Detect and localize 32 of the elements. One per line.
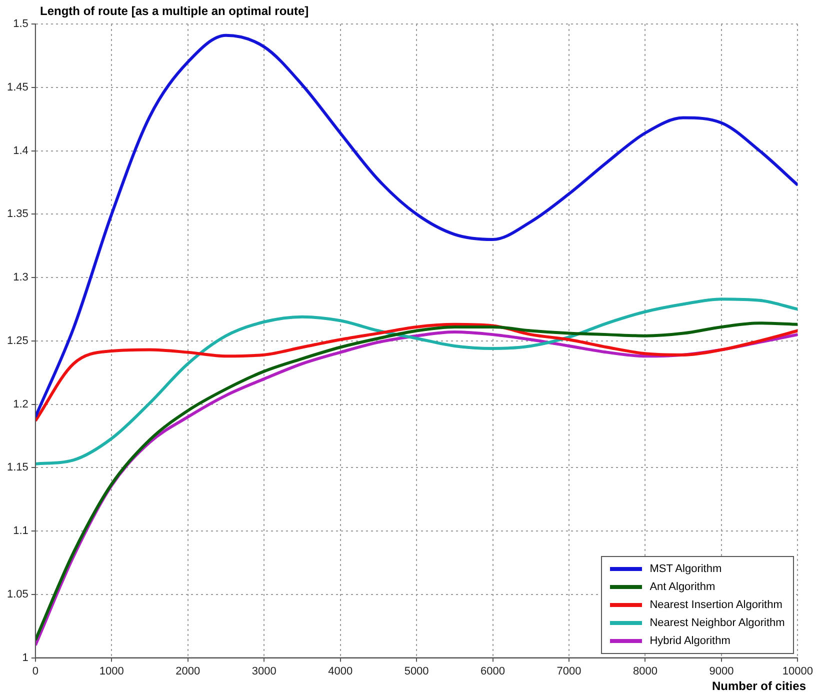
y-tick-label: 1.25 [6, 334, 28, 347]
y-tick-label: 1.4 [13, 144, 28, 157]
line-series [35, 322, 798, 422]
legend-label: Nearest Insertion Algorithm [650, 598, 782, 611]
x-tick-label: 9000 [709, 665, 734, 678]
line-series [35, 34, 798, 418]
y-tick-label: 1 [22, 652, 28, 664]
y-tick-label: 1.15 [6, 462, 28, 474]
x-tick-label: 5000 [404, 665, 429, 678]
x-tick-label: 2000 [176, 665, 200, 678]
x-tick-label: 10000 [782, 665, 814, 678]
line-series [35, 298, 798, 466]
y-tick-label: 1.45 [6, 81, 28, 94]
x-tick-label: 7000 [556, 665, 582, 678]
y-tick-label: 1.05 [6, 588, 28, 600]
x-tick-label: 4000 [328, 665, 353, 678]
legend-label: Nearest Neighbor Algorithm [650, 616, 785, 629]
legend-label: Ant Algorithm [650, 580, 716, 593]
y-axis-title: Length of route [as a multiple an optimal route] [40, 4, 309, 18]
y-tick-label: 1.5 [13, 18, 28, 30]
x-tick-label: 6000 [480, 665, 506, 678]
legend-label: MST Algorithm [650, 562, 722, 575]
x-tick-label: 0 [32, 665, 38, 678]
legend-label: Hybrid Algorithm [650, 634, 730, 647]
x-tick-label: 1000 [99, 665, 124, 678]
y-tick-label: 1.3 [13, 272, 28, 284]
x-tick-label: 3000 [252, 665, 276, 678]
x-axis-title: Number of cities [712, 679, 806, 693]
y-tick-label: 1.35 [6, 208, 28, 220]
y-tick-label: 1.1 [13, 525, 28, 538]
x-tick-label: 8000 [633, 665, 658, 678]
y-tick-label: 1.2 [13, 398, 28, 410]
